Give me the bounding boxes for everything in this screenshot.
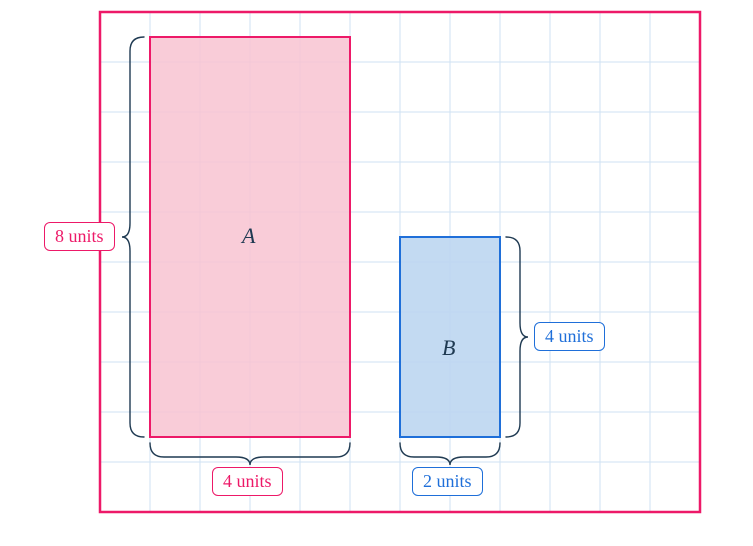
rect-a-label: A: [242, 223, 255, 249]
rect-b-height-label: 4 units: [534, 322, 605, 351]
rect-b-label: B: [442, 335, 455, 361]
rect-b-width-label: 2 units: [412, 467, 483, 496]
rect-a-height-label: 8 units: [44, 222, 115, 251]
diagram-container: A B 8 units 4 units 4 units 2 units: [0, 0, 753, 546]
diagram-svg: [0, 0, 753, 546]
rect-a-width-label: 4 units: [212, 467, 283, 496]
